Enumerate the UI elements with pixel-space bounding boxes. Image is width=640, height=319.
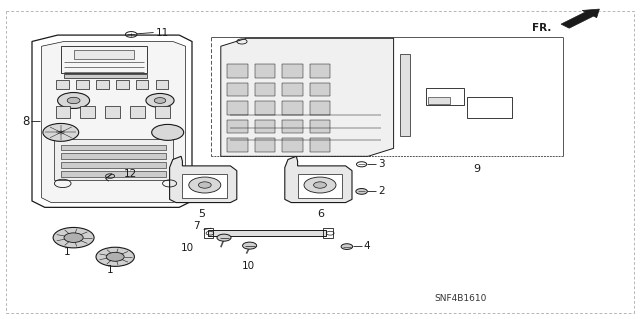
Bar — [282, 120, 303, 133]
Circle shape — [341, 244, 353, 249]
Bar — [323, 228, 333, 238]
Bar — [282, 83, 303, 96]
Bar — [282, 64, 303, 78]
Polygon shape — [285, 156, 352, 203]
Bar — [310, 64, 330, 78]
Bar — [208, 230, 326, 236]
Bar — [227, 138, 248, 152]
Circle shape — [106, 252, 124, 261]
Text: 2: 2 — [378, 186, 385, 196]
Bar — [64, 74, 147, 78]
Bar — [310, 101, 330, 115]
Bar — [310, 83, 330, 96]
Text: 7: 7 — [193, 221, 200, 232]
Bar — [61, 162, 166, 168]
Bar — [227, 64, 248, 78]
Bar — [255, 138, 275, 152]
Bar — [310, 120, 330, 133]
Bar — [136, 80, 148, 89]
Bar — [105, 106, 120, 118]
Bar — [227, 120, 248, 133]
Bar — [255, 64, 275, 78]
Bar — [156, 80, 168, 89]
Circle shape — [64, 233, 83, 242]
Circle shape — [198, 182, 211, 188]
Bar — [56, 80, 69, 89]
Bar — [182, 174, 227, 198]
Text: 11: 11 — [156, 27, 169, 38]
Bar — [227, 83, 248, 96]
Bar — [116, 80, 129, 89]
Bar — [61, 153, 166, 159]
Bar — [400, 54, 410, 136]
Text: 12: 12 — [124, 169, 137, 179]
Text: 8: 8 — [22, 115, 30, 128]
Bar — [255, 120, 275, 133]
Bar — [130, 106, 145, 118]
Bar — [467, 97, 512, 118]
Circle shape — [356, 189, 367, 194]
Circle shape — [304, 177, 336, 193]
Bar — [227, 101, 248, 115]
Bar — [61, 145, 166, 150]
Bar — [282, 101, 303, 115]
Bar — [96, 80, 109, 89]
Text: 9: 9 — [474, 164, 481, 174]
Bar — [298, 174, 342, 198]
Circle shape — [154, 98, 166, 103]
FancyArrow shape — [561, 9, 600, 28]
Circle shape — [96, 247, 134, 266]
Circle shape — [43, 123, 79, 141]
Circle shape — [58, 93, 90, 108]
Text: FR.: FR. — [532, 23, 552, 33]
Text: SNF4B1610: SNF4B1610 — [435, 294, 487, 303]
Bar — [428, 97, 450, 104]
Polygon shape — [170, 156, 237, 203]
Circle shape — [53, 227, 94, 248]
Text: 4: 4 — [364, 241, 370, 251]
Circle shape — [67, 97, 80, 104]
Bar — [61, 171, 166, 177]
Circle shape — [189, 177, 221, 193]
Bar — [310, 138, 330, 152]
Bar — [426, 88, 464, 105]
Bar — [255, 83, 275, 96]
Bar — [81, 106, 95, 118]
Bar — [74, 50, 134, 59]
Polygon shape — [42, 41, 186, 203]
Circle shape — [243, 242, 257, 249]
Bar — [56, 106, 70, 118]
Circle shape — [314, 182, 326, 188]
Text: 10: 10 — [242, 261, 255, 271]
Bar — [155, 106, 170, 118]
Text: 5: 5 — [198, 209, 205, 219]
Polygon shape — [221, 38, 394, 156]
Bar — [204, 228, 213, 238]
Bar — [54, 139, 173, 180]
Text: 3: 3 — [378, 159, 385, 169]
Circle shape — [217, 234, 231, 241]
Bar — [61, 46, 147, 73]
Bar — [255, 101, 275, 115]
Text: 1: 1 — [107, 264, 113, 275]
Bar — [282, 138, 303, 152]
Bar — [76, 80, 89, 89]
Circle shape — [152, 124, 184, 140]
Text: 10: 10 — [180, 243, 194, 253]
Text: 6: 6 — [317, 209, 324, 219]
Circle shape — [146, 93, 174, 108]
Text: 1: 1 — [64, 247, 70, 257]
